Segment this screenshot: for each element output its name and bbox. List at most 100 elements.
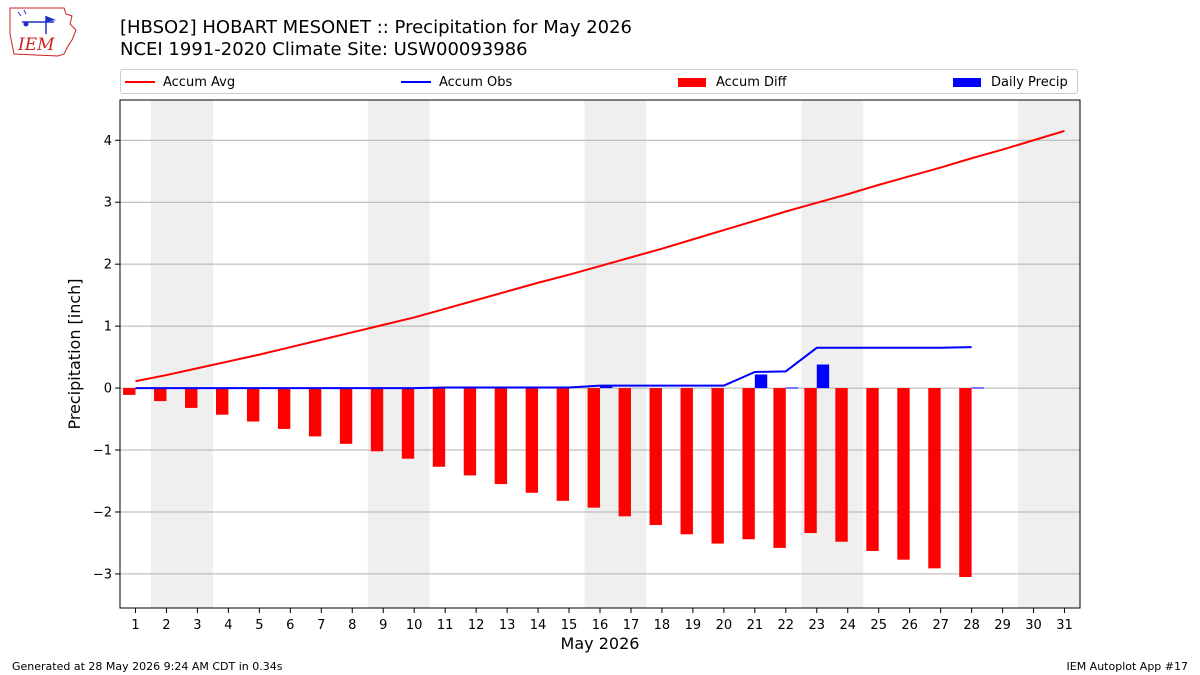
accum-diff-bar-day-24 bbox=[835, 388, 848, 542]
plot-frame bbox=[119, 99, 1081, 609]
x-tick-label: 11 bbox=[437, 618, 454, 633]
accum-diff-bar-day-14 bbox=[525, 388, 539, 493]
accum-diff-bar-day-6 bbox=[277, 388, 291, 429]
x-tick-label: 28 bbox=[963, 618, 980, 633]
x-tick-label: 12 bbox=[468, 618, 485, 633]
x-tick-label: 7 bbox=[317, 618, 325, 633]
accum-diff-bar-day-1 bbox=[123, 388, 136, 395]
x-axis-label: May 2026 bbox=[561, 634, 640, 653]
y-tick-label: −1 bbox=[93, 444, 112, 459]
accum-diff-bar-day-19 bbox=[680, 388, 693, 535]
x-tick-label: 6 bbox=[286, 618, 294, 633]
accum-diff-bar-day-13 bbox=[494, 388, 508, 485]
accum-diff-bar-day-8 bbox=[339, 388, 353, 444]
legend-swatch-accum-diff bbox=[678, 77, 706, 87]
x-tick-label: 17 bbox=[623, 618, 640, 633]
accum-diff-bar-day-16 bbox=[587, 388, 600, 508]
x-tick-label: 24 bbox=[839, 618, 856, 633]
legend-item-daily-precip: Daily Precip bbox=[953, 73, 1068, 91]
x-tick-label: 16 bbox=[592, 618, 609, 633]
x-tick-label: 29 bbox=[994, 618, 1011, 633]
accum-diff-bar-day-11 bbox=[432, 388, 446, 467]
accum-obs-line bbox=[135, 346, 972, 390]
y-tick-label: 2 bbox=[104, 258, 112, 273]
accum-diff-bar-day-21 bbox=[742, 388, 755, 540]
daily-precip-bar-day-23 bbox=[816, 364, 830, 389]
bar-series bbox=[123, 364, 984, 578]
y-tick-label: 0 bbox=[104, 382, 112, 397]
daily-precip-bar-day-16 bbox=[600, 386, 613, 389]
x-tick-label: 3 bbox=[193, 618, 201, 633]
accum-diff-bar-day-18 bbox=[649, 388, 662, 525]
legend-swatch-accum-obs bbox=[401, 81, 431, 83]
weekend-shading bbox=[150, 100, 1080, 608]
iem-logo: IEM bbox=[9, 7, 77, 57]
x-tick-label: 18 bbox=[654, 618, 671, 633]
accum-diff-bar-day-5 bbox=[246, 388, 260, 422]
daily-precip-bar-day-21 bbox=[754, 374, 768, 389]
accum-diff-bar-day-22 bbox=[773, 388, 786, 548]
legend-label-accum-avg: Accum Avg bbox=[163, 74, 236, 90]
accum-diff-bar-day-15 bbox=[556, 388, 570, 501]
x-tick-label: 2 bbox=[162, 618, 170, 633]
accum-diff-bar-day-12 bbox=[463, 388, 477, 476]
accum-diff-bar-day-17 bbox=[618, 388, 631, 517]
y-tick-label: 4 bbox=[104, 134, 112, 149]
app-label: IEM Autoplot App #17 bbox=[1066, 660, 1189, 673]
x-tick-label: 26 bbox=[901, 618, 918, 633]
accum-diff-bar-day-20 bbox=[711, 388, 724, 544]
y-tick-label: −3 bbox=[93, 567, 112, 582]
x-tick-label: 13 bbox=[499, 618, 516, 633]
daily-precip-bar-day-22 bbox=[785, 387, 799, 389]
accum-diff-bar-day-2 bbox=[154, 388, 167, 402]
accum-diff-bar-day-10 bbox=[401, 388, 415, 459]
x-tick-label: 9 bbox=[379, 618, 387, 633]
chart-subtitle: NCEI 1991-2020 Climate Site: USW00093986 bbox=[120, 39, 528, 60]
accum-diff-bar-day-28 bbox=[959, 388, 972, 578]
accum-diff-bar-day-9 bbox=[370, 388, 384, 452]
chart-legend: Accum Avg Accum Obs Accum Diff Daily Pre… bbox=[120, 69, 1078, 94]
x-tick-label: 10 bbox=[406, 618, 423, 633]
weekend-band-5 bbox=[1018, 100, 1080, 608]
accum-diff-bar-day-26 bbox=[897, 388, 910, 560]
x-tick-label: 30 bbox=[1025, 618, 1042, 633]
legend-swatch-accum-avg bbox=[125, 81, 155, 83]
x-tick-label: 25 bbox=[870, 618, 887, 633]
weekend-band-1 bbox=[150, 100, 213, 608]
daily-precip-bar-day-28 bbox=[971, 387, 984, 389]
accum-diff-bar-day-27 bbox=[928, 388, 941, 569]
x-tick-label: 19 bbox=[685, 618, 702, 633]
x-tick-label: 8 bbox=[348, 618, 356, 633]
grid-lines bbox=[120, 139, 1080, 575]
legend-item-accum-diff: Accum Diff bbox=[678, 73, 787, 91]
x-tick-label: 21 bbox=[747, 618, 764, 633]
accum-avg-line bbox=[135, 130, 1065, 383]
x-tick-label: 4 bbox=[224, 618, 232, 633]
x-tick-label: 22 bbox=[778, 618, 795, 633]
y-axis-label: Precipitation [inch] bbox=[65, 278, 84, 429]
logo-text: IEM bbox=[17, 35, 55, 55]
legend-label-daily-precip: Daily Precip bbox=[991, 74, 1068, 90]
weekend-band-3 bbox=[584, 100, 647, 608]
legend-label-accum-diff: Accum Diff bbox=[716, 74, 787, 90]
weekend-band-2 bbox=[367, 100, 430, 608]
legend-item-accum-avg: Accum Avg bbox=[125, 73, 235, 91]
accum-diff-bar-day-25 bbox=[866, 388, 879, 552]
x-tick-label: 15 bbox=[561, 618, 578, 633]
chart-title: [HBSO2] HOBART MESONET :: Precipitation … bbox=[120, 17, 633, 38]
accum-diff-bar-day-23 bbox=[804, 388, 817, 534]
generated-note: Generated at 28 May 2026 9:24 AM CDT in … bbox=[12, 660, 283, 673]
x-tick-label: 14 bbox=[530, 618, 547, 633]
y-tick-label: 3 bbox=[104, 196, 112, 211]
x-tick-label: 20 bbox=[716, 618, 733, 633]
line-series bbox=[135, 130, 1065, 390]
x-tick-label: 23 bbox=[809, 618, 826, 633]
legend-swatch-daily-precip bbox=[953, 77, 981, 87]
accum-diff-bar-day-4 bbox=[216, 388, 229, 415]
legend-label-accum-obs: Accum Obs bbox=[439, 74, 513, 90]
y-tick-label: −2 bbox=[93, 505, 112, 520]
accum-diff-bar-day-7 bbox=[308, 388, 322, 437]
legend-item-accum-obs: Accum Obs bbox=[401, 73, 512, 91]
